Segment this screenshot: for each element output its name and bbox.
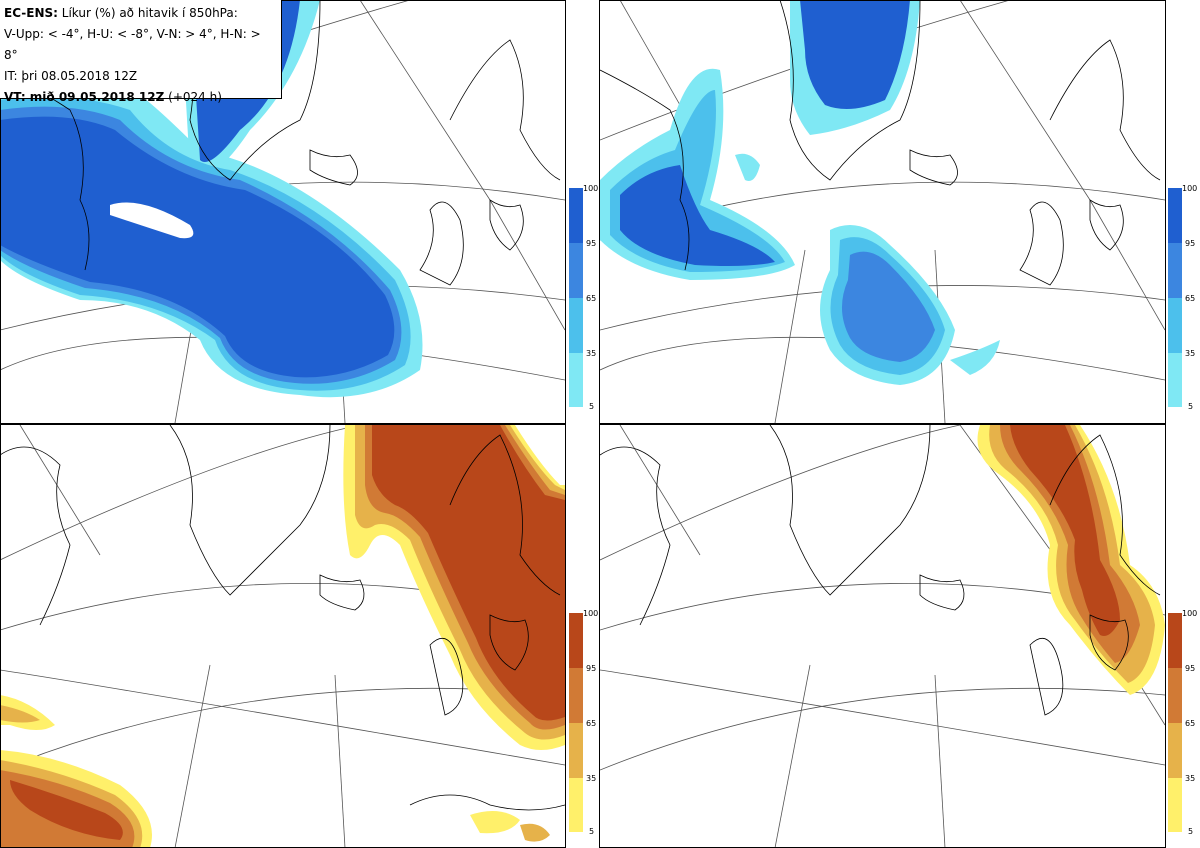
colorbar-tick: 35 (1185, 349, 1196, 358)
colorbar-top-left (569, 188, 583, 407)
colorbar-tick: 5 (589, 402, 595, 411)
colorbar-tick: 100 (1182, 609, 1198, 618)
colorbar-bottom-right (1168, 613, 1182, 832)
colorbar-tick: 65 (1185, 719, 1196, 728)
panel-bottom-right (600, 425, 1165, 848)
colorbar-tick: 5 (589, 827, 595, 836)
colorbar-segment (569, 188, 583, 243)
initial-time-text: IT: þri 08.05.2018 12Z (4, 69, 138, 83)
colorbar-tick: 35 (1185, 774, 1196, 783)
colorbar-segment (569, 723, 583, 778)
colorbar-tick: 35 (586, 774, 597, 783)
colorbar-tick: 95 (586, 664, 597, 673)
colorbar-segment (1168, 188, 1182, 243)
colorbar-segment (1168, 613, 1182, 668)
warm-anomaly-area (977, 425, 1165, 695)
thresholds-text: V-Upp: < -4°, H-U: < -8°, V-N: > 4°, H-N… (4, 27, 261, 62)
colorbar-top-right (1168, 188, 1182, 407)
valid-offset: (+024 h) (168, 90, 222, 104)
colorbar-segment (569, 668, 583, 723)
colorbar-tick: 95 (1185, 239, 1196, 248)
model-label: EC-ENS: (4, 6, 58, 20)
colorbar-tick: 65 (1185, 294, 1196, 303)
colorbar-segment (1168, 723, 1182, 778)
colorbar-tick: 100 (583, 184, 599, 193)
map-top-right (600, 0, 1165, 423)
colorbar-tick: 5 (1188, 827, 1194, 836)
colorbar-tick: 65 (586, 719, 597, 728)
valid-time-label: VT: mið 09.05.2018 12Z (4, 90, 165, 104)
colorbar-tick: 100 (583, 609, 599, 618)
panel-top-right (600, 0, 1165, 423)
colorbar-segment (1168, 353, 1182, 407)
colorbar-tick: 5 (1188, 402, 1194, 411)
colorbar-tick: 35 (586, 349, 597, 358)
colorbar-tick: 65 (586, 294, 597, 303)
colorbar-segment (1168, 298, 1182, 353)
map-bottom-left (0, 425, 565, 848)
info-line-model: EC-ENS: Líkur (%) að hitavik í 850hPa: (4, 3, 277, 24)
colorbar-tick: 95 (1185, 664, 1196, 673)
map-bottom-right (600, 425, 1165, 848)
colorbar-segment (569, 243, 583, 298)
colorbar-bottom-left (569, 613, 583, 832)
warm-anomaly-area (0, 425, 565, 848)
info-box: EC-ENS: Líkur (%) að hitavik í 850hPa: V… (0, 0, 282, 104)
colorbar-segment (1168, 778, 1182, 832)
colorbar-segment (569, 613, 583, 668)
description-text: Líkur (%) að hitavik í 850hPa: (61, 6, 238, 20)
colorbar-segment (1168, 668, 1182, 723)
panel-bottom-left (0, 425, 565, 848)
colorbar-segment (569, 298, 583, 353)
colorbar-segment (1168, 243, 1182, 298)
colorbar-segment (569, 353, 583, 407)
colorbar-tick: 95 (586, 239, 597, 248)
info-line-valid: VT: mið 09.05.2018 12Z (+024 h) (4, 87, 277, 108)
colorbar-segment (569, 778, 583, 832)
colorbar-tick: 100 (1182, 184, 1198, 193)
